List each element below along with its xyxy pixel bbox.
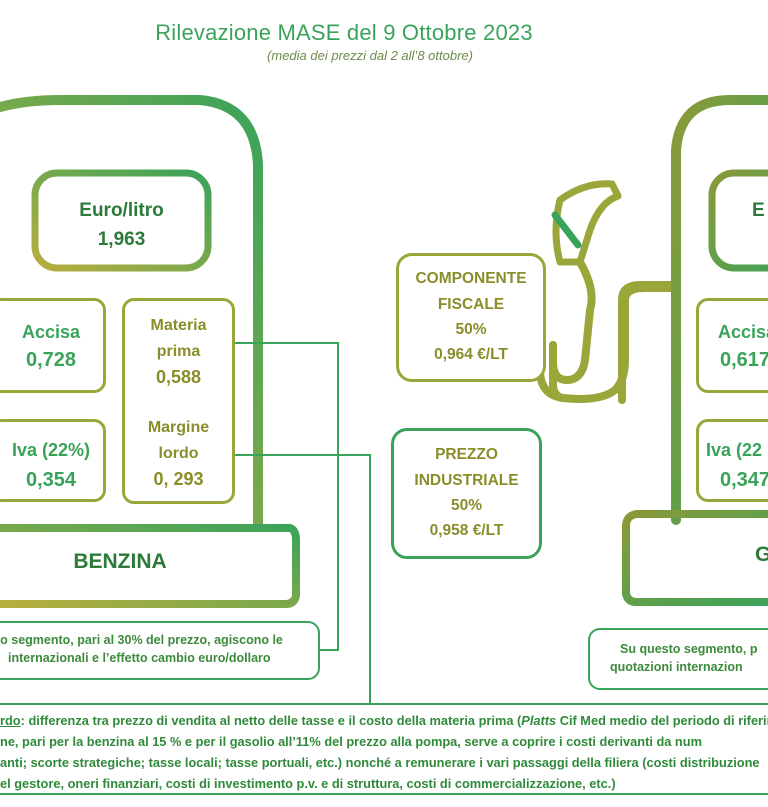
gasolio-accisa-value: 0,617 xyxy=(720,349,768,371)
benzina-industrial-box xyxy=(122,298,235,504)
gasolio-note-line-1: Su questo segmento, p xyxy=(620,642,758,656)
benzina-accisa-label: Accisa xyxy=(21,322,81,342)
gasolio-pump-outline xyxy=(671,95,768,525)
industrial-label-2: INDUSTRIALE xyxy=(414,472,519,489)
benzina-price-value: 1,963 xyxy=(97,229,146,250)
footer-line-2: ne, pari per la benzina al 15 % e per il… xyxy=(0,734,702,749)
gasolio-iva-box xyxy=(696,419,768,502)
connector-line-lower xyxy=(235,454,371,705)
nozzle-head xyxy=(552,180,622,266)
benzina-accisa-value: 0,728 xyxy=(25,349,77,371)
gasolio-base-frame xyxy=(622,510,768,606)
page-subtitle: (media dei prezzi dal 2 all’8 ottobre) xyxy=(267,48,473,63)
gasolio-accisa-label: Accisa xyxy=(718,322,768,342)
page-title: Rilevazione MASE del 9 Ottobre 2023 xyxy=(155,20,533,45)
nozzle-tip xyxy=(551,211,582,249)
gasolio-iva-label: Iva (22 xyxy=(706,440,763,460)
hose-lower xyxy=(536,284,680,403)
benzina-iva-value: 0,354 xyxy=(25,469,77,491)
gasolio-display-frame xyxy=(708,169,768,272)
gasolio-accisa-box xyxy=(696,298,768,393)
margin-definition-note: rdo: differenza tra prezzo di vendita al… xyxy=(0,703,768,795)
benzina-pump-outline xyxy=(0,95,263,530)
footer-line-3: anti; scorte strategiche; tasse locali; … xyxy=(0,755,760,770)
gasolio-price-label: E xyxy=(752,200,765,221)
benzina-materia-label-2: prima xyxy=(156,343,201,360)
fiscal-label-1: COMPONENTE xyxy=(415,270,527,287)
benzina-note-line-2: internazionali e l’effetto cambio euro/d… xyxy=(8,651,271,665)
benzina-accisa-box xyxy=(0,298,106,393)
benzina-note-line-1: to segmento, pari al 30% del prezzo, agi… xyxy=(0,633,283,647)
connector-line-upper xyxy=(235,342,339,651)
industrial-price-box xyxy=(391,428,542,559)
benzina-price-label: Euro/litro xyxy=(79,200,164,221)
footer-line-1: rdo: differenza tra prezzo di vendita al… xyxy=(0,713,768,728)
footer-term: rdo xyxy=(0,713,21,728)
gasolio-note: Su questo segmento, p quotazioni interna… xyxy=(588,628,768,690)
benzina-iva-label: Iva (22%) xyxy=(11,440,91,460)
fiscal-label-2: FISCALE xyxy=(437,296,505,313)
fiscal-value: 0,964 €/LT xyxy=(434,346,508,363)
footer-line-4: el gestore, oneri finanziari, costi di i… xyxy=(0,776,616,791)
fiscal-component-box xyxy=(396,253,546,382)
benzina-display-frame xyxy=(31,169,212,272)
industrial-percentage: 50% xyxy=(450,497,483,514)
fiscal-percentage: 50% xyxy=(455,321,487,338)
benzina-materia-value: 0,588 xyxy=(155,367,202,387)
industrial-label-1: PREZZO xyxy=(435,446,498,463)
benzina-margine-label-1: Margine xyxy=(147,419,210,436)
benzina-note: to segmento, pari al 30% del prezzo, agi… xyxy=(0,621,320,680)
industrial-value: 0,958 €/LT xyxy=(429,522,504,539)
benzina-fuel-name: BENZINA xyxy=(73,550,167,573)
benzina-iva-box xyxy=(0,419,106,502)
benzina-margine-label-2: lordo xyxy=(158,445,199,462)
benzina-base-frame xyxy=(0,524,300,608)
benzina-margine-value: 0, 293 xyxy=(153,469,204,489)
gasolio-fuel-name: G xyxy=(755,543,768,566)
gasolio-note-line-2: quotazioni internazion xyxy=(610,660,743,674)
gasolio-iva-value: 0,347 xyxy=(720,469,768,491)
nozzle-hose xyxy=(549,258,596,385)
benzina-materia-label-1: Materia xyxy=(150,317,207,334)
